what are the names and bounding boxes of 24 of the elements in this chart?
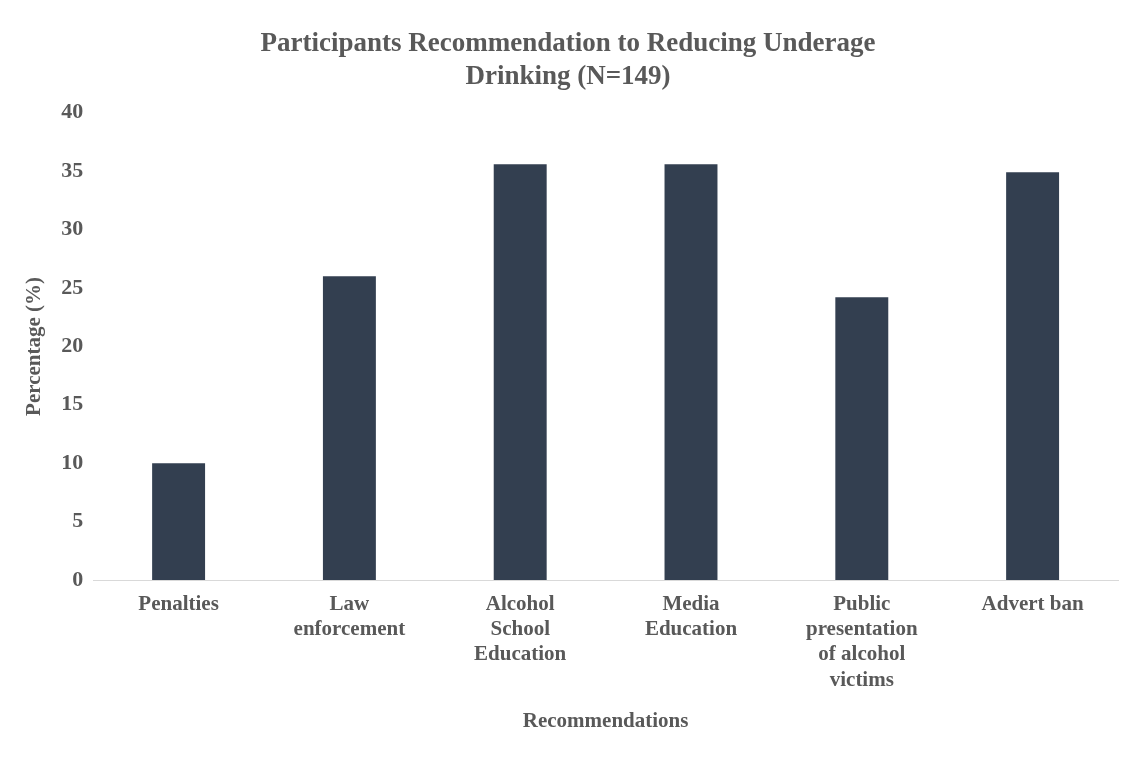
bar [152, 463, 206, 580]
x-tick-label: Public presentation of alcohol victims [805, 591, 918, 691]
chart-title: Participants Recommendation to Reducing Underage Drinking (N=149) [260, 27, 876, 90]
bar [664, 164, 718, 580]
y-tick-label: 25 [61, 273, 84, 299]
bar [835, 297, 889, 580]
y-axis-title: Percentage (%) [21, 276, 46, 416]
y-tick-label: 0 [72, 565, 84, 591]
x-tick-label: Law enforcement [293, 591, 406, 641]
y-tick-label: 30 [61, 215, 84, 241]
y-tick-label: 5 [72, 507, 84, 533]
x-tick-label: Advert ban [981, 591, 1084, 616]
bar [1006, 172, 1060, 580]
x-axis-title: Recommendations [522, 707, 689, 732]
x-tick-label: Alcohol School Education [474, 591, 567, 666]
y-tick-label: 35 [61, 156, 84, 182]
y-tick-label: 10 [61, 448, 84, 474]
bar [322, 276, 376, 580]
x-tick-label: Media Education [644, 591, 738, 641]
y-tick-label: 40 [61, 98, 84, 124]
bar [493, 164, 547, 580]
x-tick-label: Penalties [138, 591, 219, 616]
y-tick-label: 15 [61, 390, 84, 416]
y-tick-label: 20 [61, 332, 84, 358]
